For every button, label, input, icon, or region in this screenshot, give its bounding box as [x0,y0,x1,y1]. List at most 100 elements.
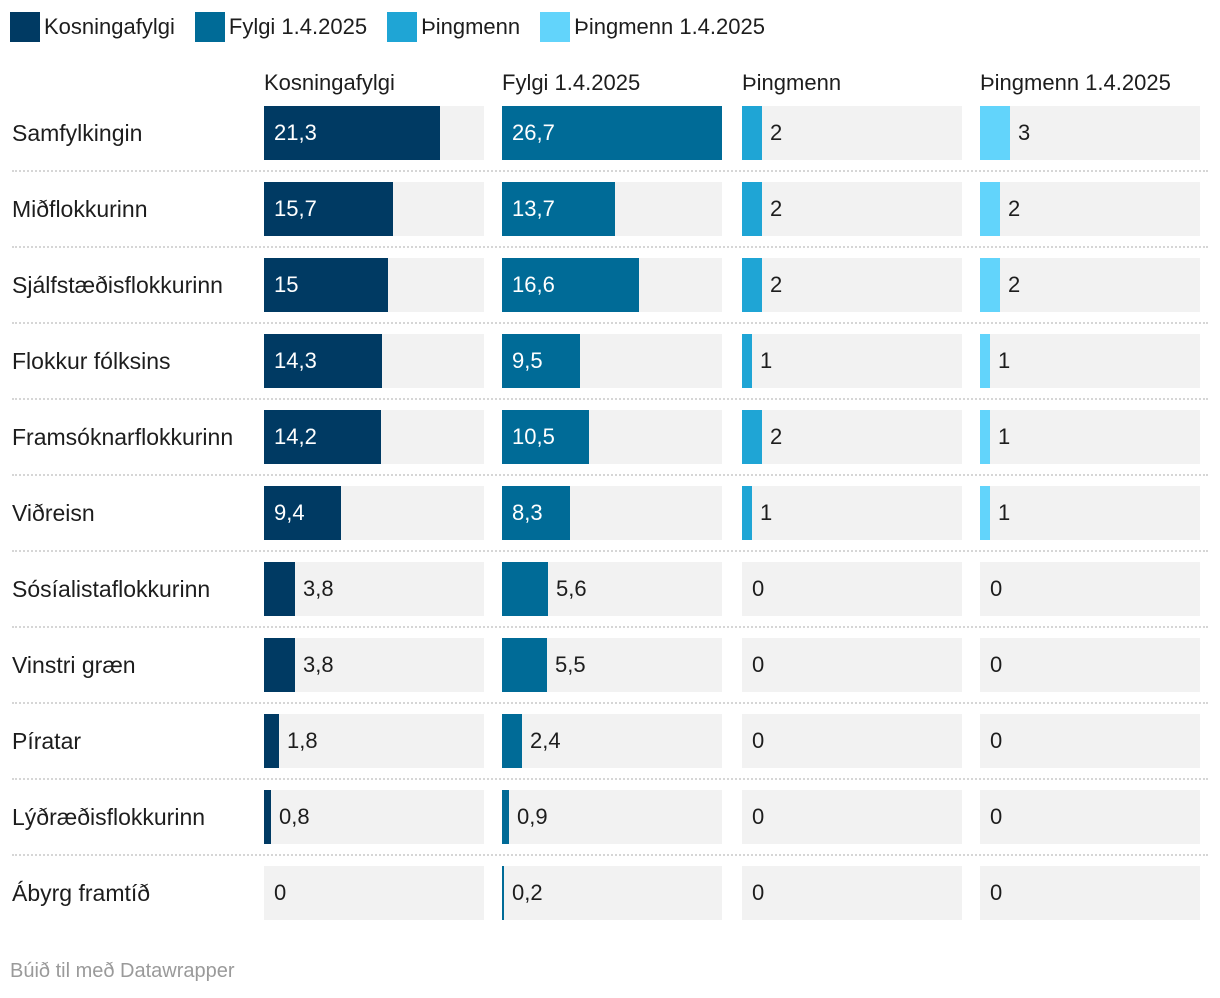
bar [264,182,393,236]
column-header: Fylgi 1.4.2025 [502,70,641,95]
bar-value-label: 2 [1008,196,1021,221]
bar-track: 2 [742,182,962,236]
bar [502,866,504,920]
bar-track: 5,6 [502,562,722,616]
bar [264,562,295,616]
bar-value-label: 0 [752,652,765,677]
row-divider [12,170,1208,172]
bar [980,106,1010,160]
bar-value-label: 1 [760,348,773,373]
bar-value-label: 5,6 [556,576,587,601]
bar-track: 0 [742,866,962,920]
bar-value-label: 1 [760,500,773,525]
bar-value-label: 0 [752,880,765,905]
row-divider [12,398,1208,400]
legend-label: Kosningafylgi [44,14,175,39]
bar-value-label: 14,2 [274,424,317,449]
bar-track: 5,5 [502,638,722,692]
bar [742,258,762,312]
bar-value-label: 3,8 [303,652,334,677]
bar-track: 3 [980,106,1200,160]
row-label: Sósíalistaflokkurinn [12,576,211,602]
legend-swatch [10,12,40,42]
bar [502,258,639,312]
legend-item-thingmenn: Þingmenn [387,12,520,42]
bar [980,258,1000,312]
row-label: Lýðræðisflokkurinn [12,804,206,830]
column-header: Þingmenn [742,70,842,95]
legend-swatch [540,12,571,42]
bar-track: 15,7 [264,182,484,236]
bar-value-label: 3 [1018,120,1031,145]
bar-value-label: 0 [752,804,765,829]
bar-track: 2 [980,182,1200,236]
bar [264,106,440,160]
bar-value-label: 2 [1008,272,1021,297]
bar [502,106,722,160]
bar-value-label: 8,3 [512,500,543,525]
bar [264,486,341,540]
bar-value-label: 0,2 [512,880,543,905]
row-divider [12,854,1208,856]
bar [980,486,990,540]
row-label: Ábyrg framtíð [12,880,151,906]
bar [502,638,547,692]
bar [980,182,1000,236]
row-divider [12,246,1208,248]
row-label: Vinstri græn [12,652,136,678]
column-header: Kosningafylgi [264,70,395,95]
bar-track: 26,7 [502,106,722,160]
legend-label: Þingmenn 1.4.2025 [574,14,765,39]
row-divider [12,474,1208,476]
row-divider [12,322,1208,324]
bar-track: 0,9 [502,790,722,844]
bar-value-label: 2 [770,196,783,221]
bar-track: 0 [264,866,484,920]
bar-track: 14,2 [264,410,484,464]
row-divider [12,702,1208,704]
bar-value-label: 0 [990,652,1003,677]
bar-value-label: 2 [770,424,783,449]
bar-value-label: 15,7 [274,196,317,221]
column-header: Þingmenn 1.4.2025 [980,70,1171,95]
bar-track: 0 [742,638,962,692]
bar-track: 1 [742,486,962,540]
row-label: Viðreisn [12,500,95,526]
bar-track: 3,8 [264,562,484,616]
bar [742,410,762,464]
bar-value-label: 15 [274,272,299,297]
bar [742,106,762,160]
bar-value-label: 2,4 [530,728,561,753]
legend-item-thingmenn-2025: Þingmenn 1.4.2025 [540,12,765,42]
bar-track: 13,7 [502,182,722,236]
bar-track: 9,5 [502,334,722,388]
bar-track: 2,4 [502,714,722,768]
row-label: Miðflokkurinn [12,196,148,222]
bar [742,486,752,540]
bar-track: 0 [980,562,1200,616]
bar-value-label: 9,4 [274,500,305,525]
row-label: Framsóknarflokkurinn [12,424,234,450]
bar-value-label: 3,8 [303,576,334,601]
bar-track: 2 [742,410,962,464]
bar-track: 1 [980,410,1200,464]
bar-track: 21,3 [264,106,484,160]
bar-value-label: 10,5 [512,424,555,449]
bar-value-label: 26,7 [512,120,555,145]
bar [264,714,279,768]
bar-value-label: 0 [990,728,1003,753]
row-label: Flokkur fólksins [12,348,171,374]
bar-track: 1 [980,486,1200,540]
bar [264,638,295,692]
bar-value-label: 0 [752,576,765,601]
bar-track: 15 [264,258,484,312]
bar-value-label: 1 [998,348,1011,373]
legend-label: Þingmenn [421,14,521,39]
bar-track: 0 [980,866,1200,920]
bar-track: 2 [980,258,1200,312]
footer-credit: Búið til með Datawrapper [10,960,235,982]
bar-track: 1,8 [264,714,484,768]
bar-track: 10,5 [502,410,722,464]
bar-value-label: 16,6 [512,272,555,297]
bar-track: 0 [980,714,1200,768]
